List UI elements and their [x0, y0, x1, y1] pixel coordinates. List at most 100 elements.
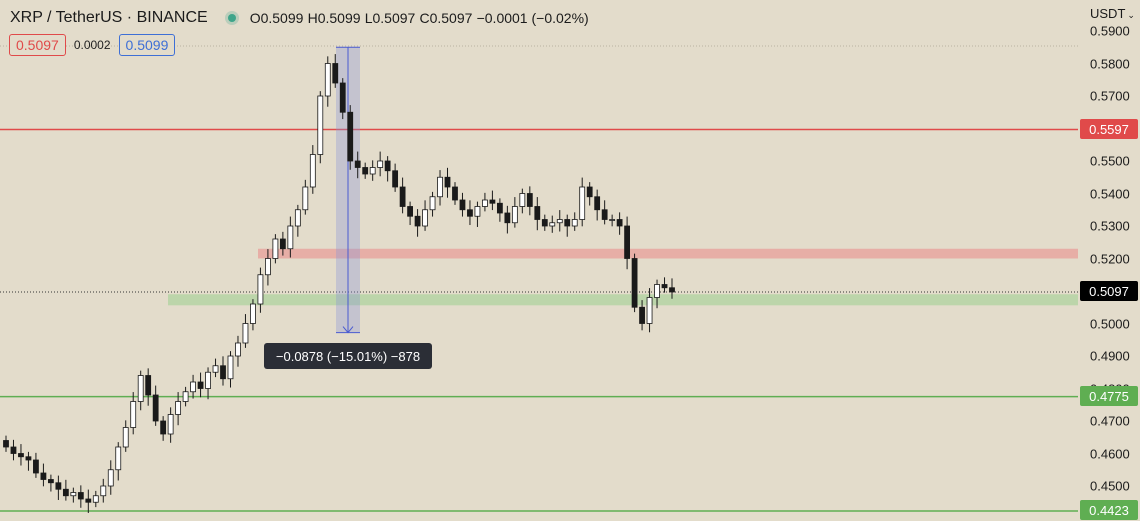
candle-body	[212, 365, 219, 373]
ohlc-open: O0.5099	[249, 10, 304, 26]
candle-body	[399, 186, 406, 207]
candle-body	[227, 355, 234, 380]
price-tick-label: 0.5300	[1090, 218, 1130, 234]
candle-body	[190, 381, 196, 393]
support-price-label-1: 0.4775	[1080, 386, 1138, 406]
candle-body	[47, 479, 54, 484]
quote-box: 0.5097 0.0002 0.5099	[9, 34, 176, 56]
resistance-zone	[258, 248, 1078, 259]
price-tick-label: 0.5400	[1090, 186, 1130, 201]
candle-body	[609, 219, 616, 221]
price-tick-label: 0.5000	[1090, 316, 1130, 331]
candle-body	[646, 297, 653, 324]
price-tick-label: 0.4500	[1090, 478, 1130, 494]
price-tick-label: 0.4900	[1090, 348, 1130, 364]
chart-header: XRP / TetherUS · BINANCE O0.5099 H0.5099…	[10, 8, 589, 28]
candle-body	[429, 196, 436, 211]
candle-body	[654, 284, 660, 298]
price-tick-label: 0.5200	[1090, 251, 1130, 266]
candle-body	[302, 186, 309, 211]
candle-body	[317, 95, 324, 155]
candle-body	[616, 219, 623, 227]
price-tick-label: 0.4700	[1090, 413, 1130, 429]
candle-body	[324, 63, 331, 97]
candle-body	[384, 160, 391, 172]
candle-body	[564, 219, 571, 227]
candle-body	[272, 238, 279, 259]
candle-body	[601, 209, 608, 220]
chevron-down-icon: ⌄	[1127, 10, 1135, 20]
candle-body	[459, 199, 466, 211]
candle-body	[294, 209, 301, 227]
candle-body	[437, 176, 443, 198]
candle-body	[511, 206, 518, 224]
candle-body	[152, 394, 159, 422]
candle-body	[309, 154, 316, 188]
bid-price-button[interactable]: 0.5097	[9, 34, 66, 56]
candle-body	[549, 222, 556, 227]
measure-tooltip: −0.0878 (−15.01%) −878	[264, 343, 432, 369]
candle-body	[197, 381, 204, 389]
candle-body	[250, 303, 256, 324]
candle-body	[519, 193, 526, 207]
candle-body	[639, 306, 645, 324]
candle-body	[489, 199, 496, 204]
candle-body	[392, 170, 399, 188]
candle-body	[474, 206, 481, 217]
candle-body	[167, 414, 174, 435]
candle-body	[3, 440, 9, 448]
candle-body	[77, 492, 84, 500]
candle-body	[339, 82, 346, 113]
candle-body	[631, 258, 638, 308]
support-zone	[168, 294, 1078, 306]
symbol-title[interactable]: XRP / TetherUS · BINANCE	[10, 9, 208, 26]
candle-body	[115, 446, 122, 471]
candle-body	[467, 209, 473, 217]
measure-arrow-head	[342, 326, 354, 334]
market-status-dot	[227, 14, 236, 22]
candle-body	[369, 167, 376, 175]
price-tick-label: 0.5700	[1090, 88, 1130, 104]
candle-body	[257, 274, 264, 305]
candle-body	[669, 287, 675, 293]
candle-body	[287, 225, 294, 250]
candle-body	[279, 238, 286, 250]
spread-value: 0.0002	[73, 38, 111, 52]
candle-body	[504, 212, 511, 224]
candle-body	[332, 63, 339, 84]
candle-body	[347, 111, 354, 162]
ohlc-high: H0.5099	[307, 10, 361, 26]
candle-body	[100, 485, 107, 497]
candle-body	[482, 199, 488, 207]
candle-body	[107, 469, 114, 487]
candle-body	[175, 401, 182, 415]
candle-body	[534, 206, 541, 220]
candle-body	[422, 209, 428, 227]
candle-body	[33, 459, 39, 474]
currency-selector[interactable]: USDT ⌄	[1090, 6, 1135, 21]
candle-body	[160, 420, 167, 435]
price-tick-label: 0.4600	[1090, 446, 1130, 461]
candle-body	[624, 225, 631, 259]
candle-body	[526, 193, 533, 207]
candle-body	[235, 342, 241, 357]
candle-body	[85, 498, 92, 503]
currency-label: USDT	[1090, 6, 1126, 21]
candle-body	[25, 456, 32, 461]
price-tick-label: 0.5900	[1090, 23, 1130, 39]
ask-price-button[interactable]: 0.5099	[118, 34, 176, 56]
candle-body	[556, 219, 563, 224]
candle-body	[407, 206, 413, 217]
candle-body	[594, 196, 601, 211]
ohlc-close: C0.5097	[419, 10, 473, 26]
resistance-price-label: 0.5597	[1080, 119, 1138, 139]
ohlc-low: L0.5097	[364, 10, 416, 26]
candle-body	[18, 453, 24, 458]
candle-body	[242, 323, 249, 344]
candle-body	[362, 167, 369, 175]
candle-body	[571, 219, 578, 227]
price-tick-label: 0.5800	[1090, 56, 1130, 71]
candle-body	[377, 160, 384, 168]
